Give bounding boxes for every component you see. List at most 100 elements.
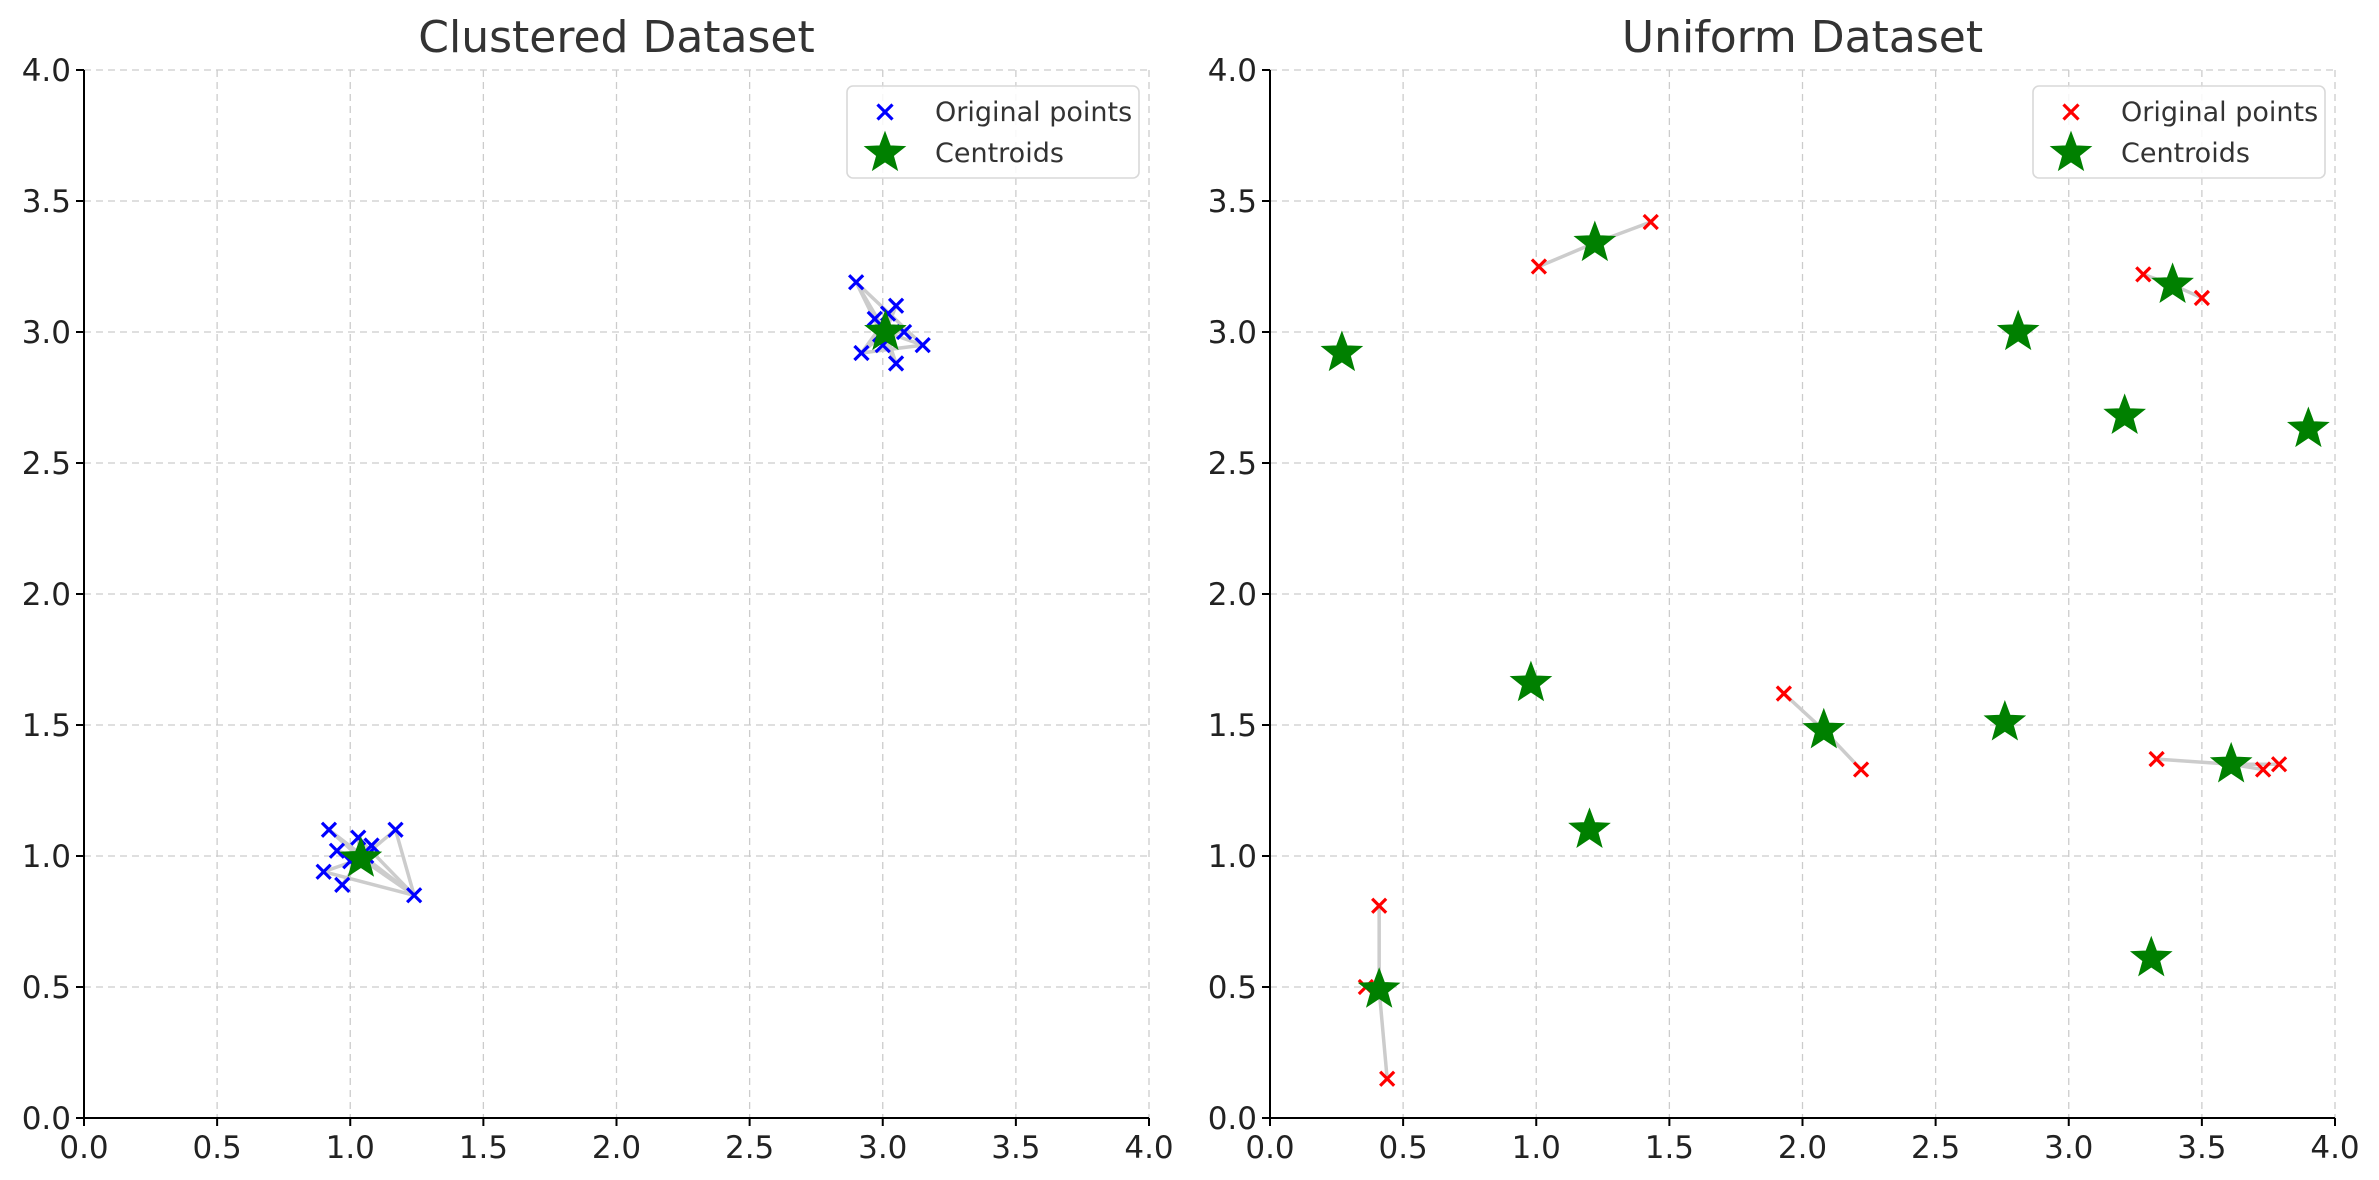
original-point-stroke-b xyxy=(2135,266,2152,283)
original-point-stroke-b xyxy=(914,336,931,354)
legend-box xyxy=(846,85,1140,179)
original-point xyxy=(2148,750,2165,768)
legend-x-marker-icon-stroke-b xyxy=(2062,103,2080,121)
x-tick-label: 3.5 xyxy=(991,1130,1040,1166)
original-point-stroke-b xyxy=(1642,213,1659,231)
centroids-series xyxy=(339,309,907,877)
x-tick-label: 4.0 xyxy=(1124,1130,1173,1166)
original-point xyxy=(320,821,338,838)
centroid-star xyxy=(2209,741,2253,783)
original-point xyxy=(914,336,931,354)
y-tick-label: 2.5 xyxy=(1208,446,1257,482)
uniform-dataset-panel: Uniform Dataset 0.0 0.5 1.0 1.5 2.0 2.5 3.0 3.5 4… xyxy=(1208,12,2360,1166)
clustered-dataset-panel: Clustered Dataset 0.0 0.5 1.0 1.5 2.0 2.5 3.0 3.… xyxy=(22,12,1174,1166)
x-tick-label: 3.0 xyxy=(2044,1130,2093,1166)
x-tick-label: 1.5 xyxy=(459,1130,508,1166)
y-tick-label: 3.0 xyxy=(1208,315,1257,351)
original-point xyxy=(1379,1070,1396,1087)
original-points-series xyxy=(1357,213,2288,1087)
y-tick-label: 4.0 xyxy=(1208,53,1257,89)
y-tick-label: 2.0 xyxy=(1208,577,1257,613)
original-point xyxy=(1530,258,1548,275)
legend-x-marker-icon xyxy=(2062,103,2080,121)
x-tick-label: 2.0 xyxy=(1778,1130,1827,1166)
y-tick-label: 2.5 xyxy=(22,446,71,482)
original-point-stroke-b xyxy=(847,274,865,291)
original-point-stroke-b xyxy=(2270,756,2288,773)
original-point-stroke-b xyxy=(1371,897,1388,914)
original-point-stroke-b xyxy=(2193,289,2211,307)
original-point xyxy=(847,274,865,291)
original-point xyxy=(866,310,883,328)
centroid-star xyxy=(1996,309,2040,351)
legend-label-centroids: Centroids xyxy=(2121,138,2250,169)
legend-x-marker-icon xyxy=(876,103,894,121)
original-point-stroke-b xyxy=(2254,761,2272,778)
y-tick-label: 0.0 xyxy=(22,1101,71,1137)
y-tick-label: 0.5 xyxy=(22,970,71,1006)
centroid-star xyxy=(2151,262,2194,303)
centroid-star xyxy=(1357,967,1401,1008)
centroid-star xyxy=(1802,707,1846,749)
centroid-star xyxy=(864,309,907,351)
original-point xyxy=(1371,897,1388,914)
original-points-series xyxy=(315,274,931,904)
assignment-link xyxy=(1377,987,1389,1081)
x-tick-label: 2.5 xyxy=(725,1130,774,1166)
x-tick-label: 1.0 xyxy=(1512,1130,1561,1166)
original-point-stroke-b xyxy=(334,876,351,893)
x-tick-label: 1.5 xyxy=(1645,1130,1694,1166)
original-point-stroke-b xyxy=(853,344,870,362)
y-tick-label: 3.5 xyxy=(1208,184,1257,220)
original-point xyxy=(328,842,346,859)
assignment-link xyxy=(393,828,416,898)
assignment-links xyxy=(1364,220,2281,1081)
original-point-stroke-b xyxy=(1852,761,1870,778)
assignment-links xyxy=(321,280,925,898)
original-point xyxy=(406,887,423,904)
legend-star-marker-icon xyxy=(863,130,907,172)
assignment-link xyxy=(859,343,925,355)
y-tick-label: 4.0 xyxy=(22,53,71,89)
centroid-star xyxy=(1573,220,1617,262)
centroid-star xyxy=(339,836,383,877)
assignment-link xyxy=(1537,241,1597,269)
original-point-stroke-b xyxy=(1379,1070,1396,1087)
legend-box xyxy=(2032,85,2326,179)
original-point xyxy=(387,821,404,838)
y-tick-label: 3.5 xyxy=(22,184,71,220)
original-point-stroke-b xyxy=(363,837,380,854)
y-tick-label: 1.5 xyxy=(1208,708,1257,744)
centroid-star xyxy=(2287,406,2330,448)
x-tick-label: 2.5 xyxy=(1911,1130,1960,1166)
original-point xyxy=(853,344,870,362)
original-point-stroke-b xyxy=(866,310,883,328)
y-tick-label: 2.0 xyxy=(22,577,71,613)
original-point xyxy=(2193,289,2211,307)
original-point xyxy=(363,837,380,854)
original-point-stroke-b xyxy=(328,842,346,859)
centroid-star xyxy=(1320,330,1364,372)
centroid-star xyxy=(1509,660,1553,702)
original-point xyxy=(315,863,332,880)
original-point xyxy=(2254,761,2272,778)
original-point xyxy=(2270,756,2288,773)
x-tick-label: 0.0 xyxy=(59,1130,108,1166)
legend-star-marker-icon xyxy=(2049,130,2093,172)
x-tick-label: 2.0 xyxy=(592,1130,641,1166)
legend: Original points Centroids xyxy=(846,85,1140,179)
x-tick-label: 1.0 xyxy=(326,1130,375,1166)
x-tick-label: 0.5 xyxy=(1378,1130,1427,1166)
y-tick-label: 0.5 xyxy=(1208,970,1257,1006)
legend-label-original-points: Original points xyxy=(2121,97,2318,128)
chart-title: Clustered Dataset xyxy=(418,12,815,63)
chart-title: Uniform Dataset xyxy=(1622,12,1983,63)
centroid-star xyxy=(2103,393,2146,434)
original-point xyxy=(1642,213,1659,231)
original-point-stroke-b xyxy=(2148,750,2165,768)
legend: Original points Centroids xyxy=(2032,85,2326,179)
y-tick-label: 1.0 xyxy=(1208,839,1257,875)
original-point-stroke-b xyxy=(887,355,905,372)
original-point xyxy=(887,355,905,372)
legend-x-marker-icon-stroke-b xyxy=(876,103,894,121)
